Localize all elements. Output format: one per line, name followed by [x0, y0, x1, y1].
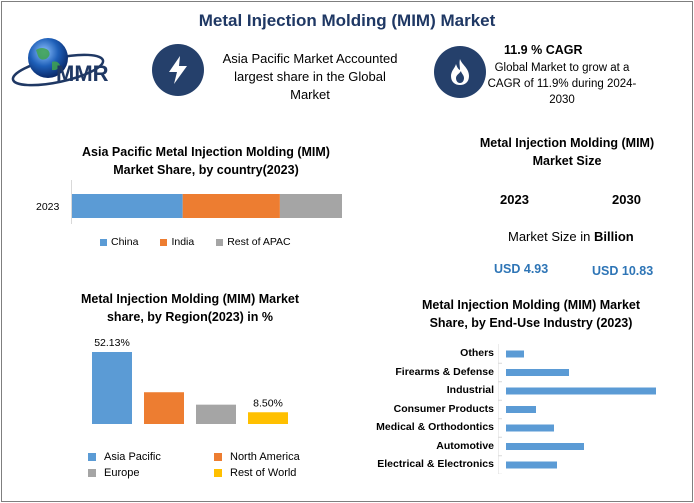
enduse-label-firearms-defense: Firearms & Defense — [395, 365, 494, 378]
legend-asia-pacific: Asia Pacific — [88, 451, 161, 463]
page-title: Metal Injection Molding (MIM) Market — [198, 11, 496, 30]
region-data-label-asia-pacific: 52.13% — [94, 337, 130, 349]
country-year-label: 2023 — [36, 201, 60, 213]
region-bar-asia-pacific — [92, 352, 132, 424]
flame-icon — [434, 46, 486, 98]
enduse-bar-industrial — [506, 387, 656, 395]
enduse-bar-medical-orthodontics — [506, 424, 554, 432]
market-size-unit: Market Size in Billion — [508, 229, 634, 244]
legend-swatch-china — [100, 238, 107, 246]
legend-swatch-north-america — [214, 453, 222, 461]
market-value-2023: USD 4.93 — [494, 262, 549, 276]
cagr-text: Global Market to grow at a CAGR of 11.9%… — [487, 62, 637, 106]
enduse-bar-chart — [498, 344, 656, 474]
enduse-share-title: Metal Injection Molding (MIM) Market Sha… — [421, 298, 641, 330]
enduse-category-labels: Others Firearms & Defense Industrial Consum… — [300, 344, 494, 474]
enduse-bar-automotive — [506, 443, 584, 450]
country-share-title: Asia Pacific Metal Injection Molding (MI… — [82, 145, 330, 177]
legend-swatch-asia-pacific — [88, 453, 96, 461]
country-axis-line — [71, 180, 72, 224]
enduse-bar-electrical-electronics — [506, 461, 557, 469]
legend-europe: Europe — [88, 467, 139, 479]
cagr-title: 11.9 % CAGR — [504, 43, 583, 57]
region-bar-chart: 52.13% 8.50% — [92, 337, 288, 424]
enduse-label-others: Others — [460, 347, 494, 359]
enduse-label-electrical-electronics: Electrical & Electronics — [377, 458, 494, 470]
logo-text: MMR — [56, 61, 109, 86]
legend-china: China — [100, 236, 138, 248]
region-bar-north-america — [144, 392, 184, 424]
lightning-bolt-icon — [152, 44, 204, 96]
market-value-2030: USD 10.83 — [592, 264, 654, 278]
highlight-text: Asia Pacific Market Accounted largest sh… — [222, 51, 398, 102]
stack-segment-india — [182, 194, 280, 218]
enduse-label-medical-orthodontics: Medical & Orthodontics — [376, 421, 494, 433]
stack-segment-china — [72, 194, 183, 218]
legend-swatch-europe — [88, 469, 96, 477]
legend-rest-of-apac: Rest of APAC — [216, 236, 291, 248]
legend-india: India — [160, 236, 194, 248]
legend-swatch-rest-of-world — [214, 469, 222, 477]
stack-segment-rest-of-apac — [279, 194, 342, 218]
region-data-label-rest-of-world: 8.50% — [253, 397, 283, 409]
region-bar-europe — [196, 404, 236, 424]
legend-swatch-india — [160, 238, 168, 246]
enduse-bar-firearms-defense — [506, 369, 569, 376]
region-share-title: Metal Injection Molding (MIM) Market sha… — [80, 292, 300, 324]
country-legend: China India Rest of APAC — [100, 236, 313, 248]
market-size-title: Metal Injection Molding (MIM) Market Siz… — [479, 136, 655, 168]
legend-rest-of-world: Rest of World — [214, 467, 296, 479]
market-year-2030: 2030 — [612, 192, 641, 207]
legend-north-america: North America — [214, 451, 300, 463]
country-stacked-bar — [72, 194, 342, 218]
mmr-logo: MMR — [8, 34, 138, 94]
market-year-2023: 2023 — [500, 192, 529, 207]
enduse-label-industrial: Industrial — [446, 384, 494, 396]
legend-swatch-rest — [216, 238, 224, 246]
enduse-bar-consumer-products — [506, 406, 536, 413]
region-bar-rest-of-world — [248, 412, 288, 424]
enduse-label-consumer-products: Consumer Products — [393, 402, 494, 415]
enduse-label-automotive: Automotive — [436, 439, 494, 452]
enduse-bar-others — [506, 350, 524, 358]
